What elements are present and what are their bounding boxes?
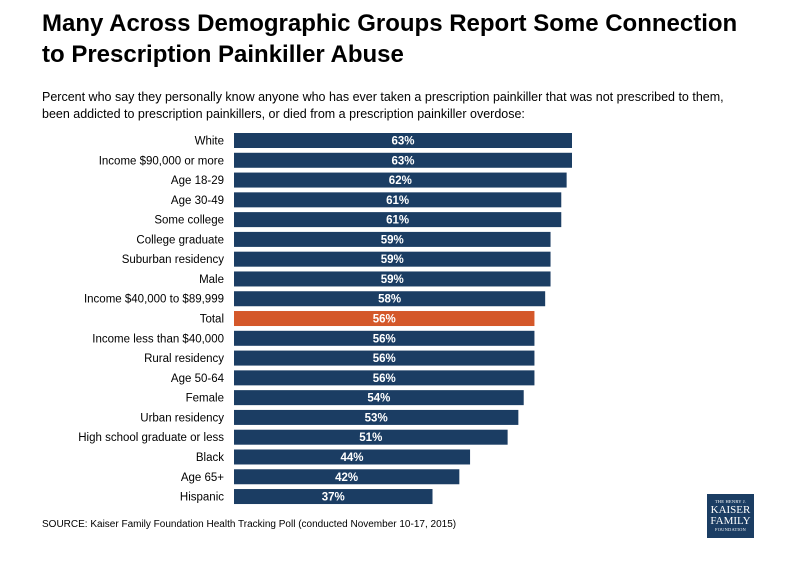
bar-black bbox=[234, 449, 471, 465]
category-label-income-less-than-40-000: Income less than $40,000 bbox=[92, 333, 224, 345]
bar-income-less-than-40-000 bbox=[234, 330, 535, 346]
logo-line-3: FAMILY bbox=[710, 515, 751, 527]
category-label-age-50-64: Age 50-64 bbox=[171, 373, 225, 385]
data-label-high-school-graduate-or-less: 51% bbox=[359, 432, 382, 444]
data-label-age-65: 42% bbox=[335, 472, 358, 484]
data-label-age-30-49: 61% bbox=[386, 195, 409, 207]
data-label-hispanic: 37% bbox=[322, 492, 345, 504]
bar-suburban-residency bbox=[234, 251, 551, 267]
category-label-age-30-49: Age 30-49 bbox=[171, 195, 224, 207]
data-label-white: 63% bbox=[391, 136, 414, 148]
category-label-age-18-29: Age 18-29 bbox=[171, 175, 224, 187]
logo-line-2: KAISER bbox=[710, 504, 751, 516]
bar-total bbox=[234, 311, 535, 327]
category-label-rural-residency: Rural residency bbox=[144, 353, 224, 365]
category-label-suburban-residency: Suburban residency bbox=[122, 254, 225, 266]
bar-college-graduate bbox=[234, 231, 551, 247]
data-label-income-less-than-40-000: 56% bbox=[373, 333, 396, 345]
bar-white bbox=[234, 133, 572, 148]
category-label-college-graduate: College graduate bbox=[136, 234, 224, 246]
category-label-total: Total bbox=[200, 314, 224, 326]
kff-logo: THE HENRY J. KAISER FAMILY FOUNDATION bbox=[707, 494, 754, 538]
category-label-high-school-graduate-or-less: High school graduate or less bbox=[78, 432, 224, 444]
category-label-white: White bbox=[195, 136, 224, 148]
bar-age-65 bbox=[234, 469, 460, 485]
bar-income-40-000-to-89-999 bbox=[234, 291, 546, 307]
category-label-some-college: Some college bbox=[154, 215, 224, 227]
bar-rural-residency bbox=[234, 350, 535, 366]
category-label-hispanic: Hispanic bbox=[180, 492, 224, 504]
data-label-female: 54% bbox=[367, 393, 390, 405]
bar-urban-residency bbox=[234, 409, 519, 425]
category-label-female: Female bbox=[186, 393, 224, 405]
data-label-total: 56% bbox=[373, 314, 396, 326]
data-label-some-college: 61% bbox=[386, 215, 409, 227]
bar-income-90-000-or-more bbox=[234, 152, 572, 168]
bar-age-50-64 bbox=[234, 370, 535, 386]
data-label-rural-residency: 56% bbox=[373, 353, 396, 365]
data-label-age-50-64: 56% bbox=[373, 373, 396, 385]
data-label-age-18-29: 62% bbox=[389, 175, 412, 187]
data-label-suburban-residency: 59% bbox=[381, 254, 404, 266]
data-label-income-90-000-or-more: 63% bbox=[391, 155, 414, 167]
data-label-college-graduate: 59% bbox=[381, 234, 404, 246]
bar-age-30-49 bbox=[234, 192, 562, 208]
category-label-black: Black bbox=[196, 452, 224, 464]
bar-age-18-29 bbox=[234, 172, 567, 188]
category-label-income-40-000-to-89-999: Income $40,000 to $89,999 bbox=[84, 294, 224, 306]
chart-title: Many Across Demographic Groups Report So… bbox=[42, 10, 738, 68]
category-label-age-65: Age 65+ bbox=[181, 472, 224, 484]
data-label-male: 59% bbox=[381, 274, 404, 286]
data-label-urban-residency: 53% bbox=[365, 412, 388, 424]
category-label-urban-residency: Urban residency bbox=[140, 412, 224, 424]
bar-hispanic bbox=[234, 489, 433, 505]
bar-some-college bbox=[234, 212, 562, 228]
bar-female bbox=[234, 390, 524, 406]
source-note: SOURCE: Kaiser Family Foundation Health … bbox=[42, 519, 457, 530]
bar-male bbox=[234, 271, 551, 287]
bar-high-school-graduate-or-less bbox=[234, 429, 508, 445]
chart-subtitle: Percent who say they personally know any… bbox=[42, 90, 724, 121]
data-label-income-40-000-to-89-999: 58% bbox=[378, 294, 401, 306]
data-label-black: 44% bbox=[341, 452, 364, 464]
category-label-income-90-000-or-more: Income $90,000 or more bbox=[99, 155, 224, 167]
logo-line-1: THE HENRY J. bbox=[714, 499, 747, 504]
category-label-male: Male bbox=[199, 274, 224, 286]
logo-line-4: FOUNDATION bbox=[715, 527, 746, 532]
